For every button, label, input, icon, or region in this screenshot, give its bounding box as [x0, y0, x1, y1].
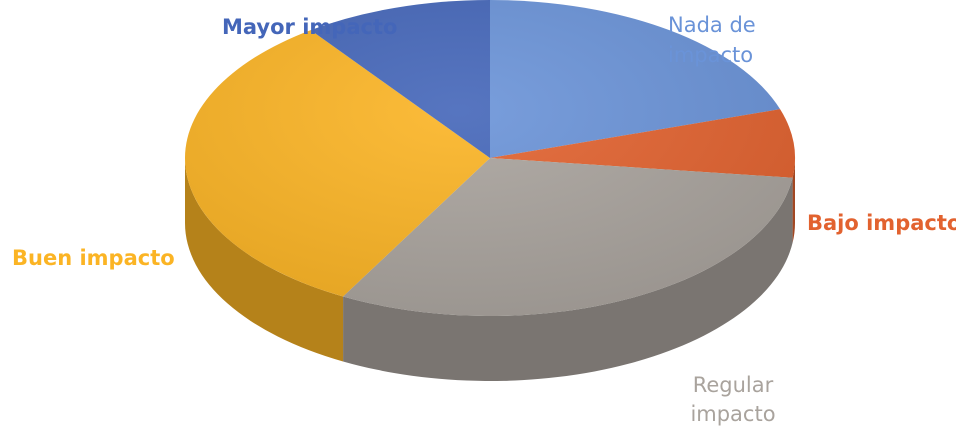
slice-label-nada-de-impacto: Nada de impacto: [668, 13, 756, 67]
slice-label-bajo-impacto: Bajo impacto: [807, 211, 956, 235]
slice-label-mayor-impacto: Mayor impacto: [222, 15, 397, 39]
slice-label-buen-impacto: Buen impacto: [12, 246, 175, 270]
slice-label-regular-impacto: Regular impacto: [690, 373, 775, 426]
pie-labels: Nada de impacto Bajo impacto Regular impacto…: [12, 13, 956, 426]
pie-side-regular-impacto: [343, 177, 793, 382]
